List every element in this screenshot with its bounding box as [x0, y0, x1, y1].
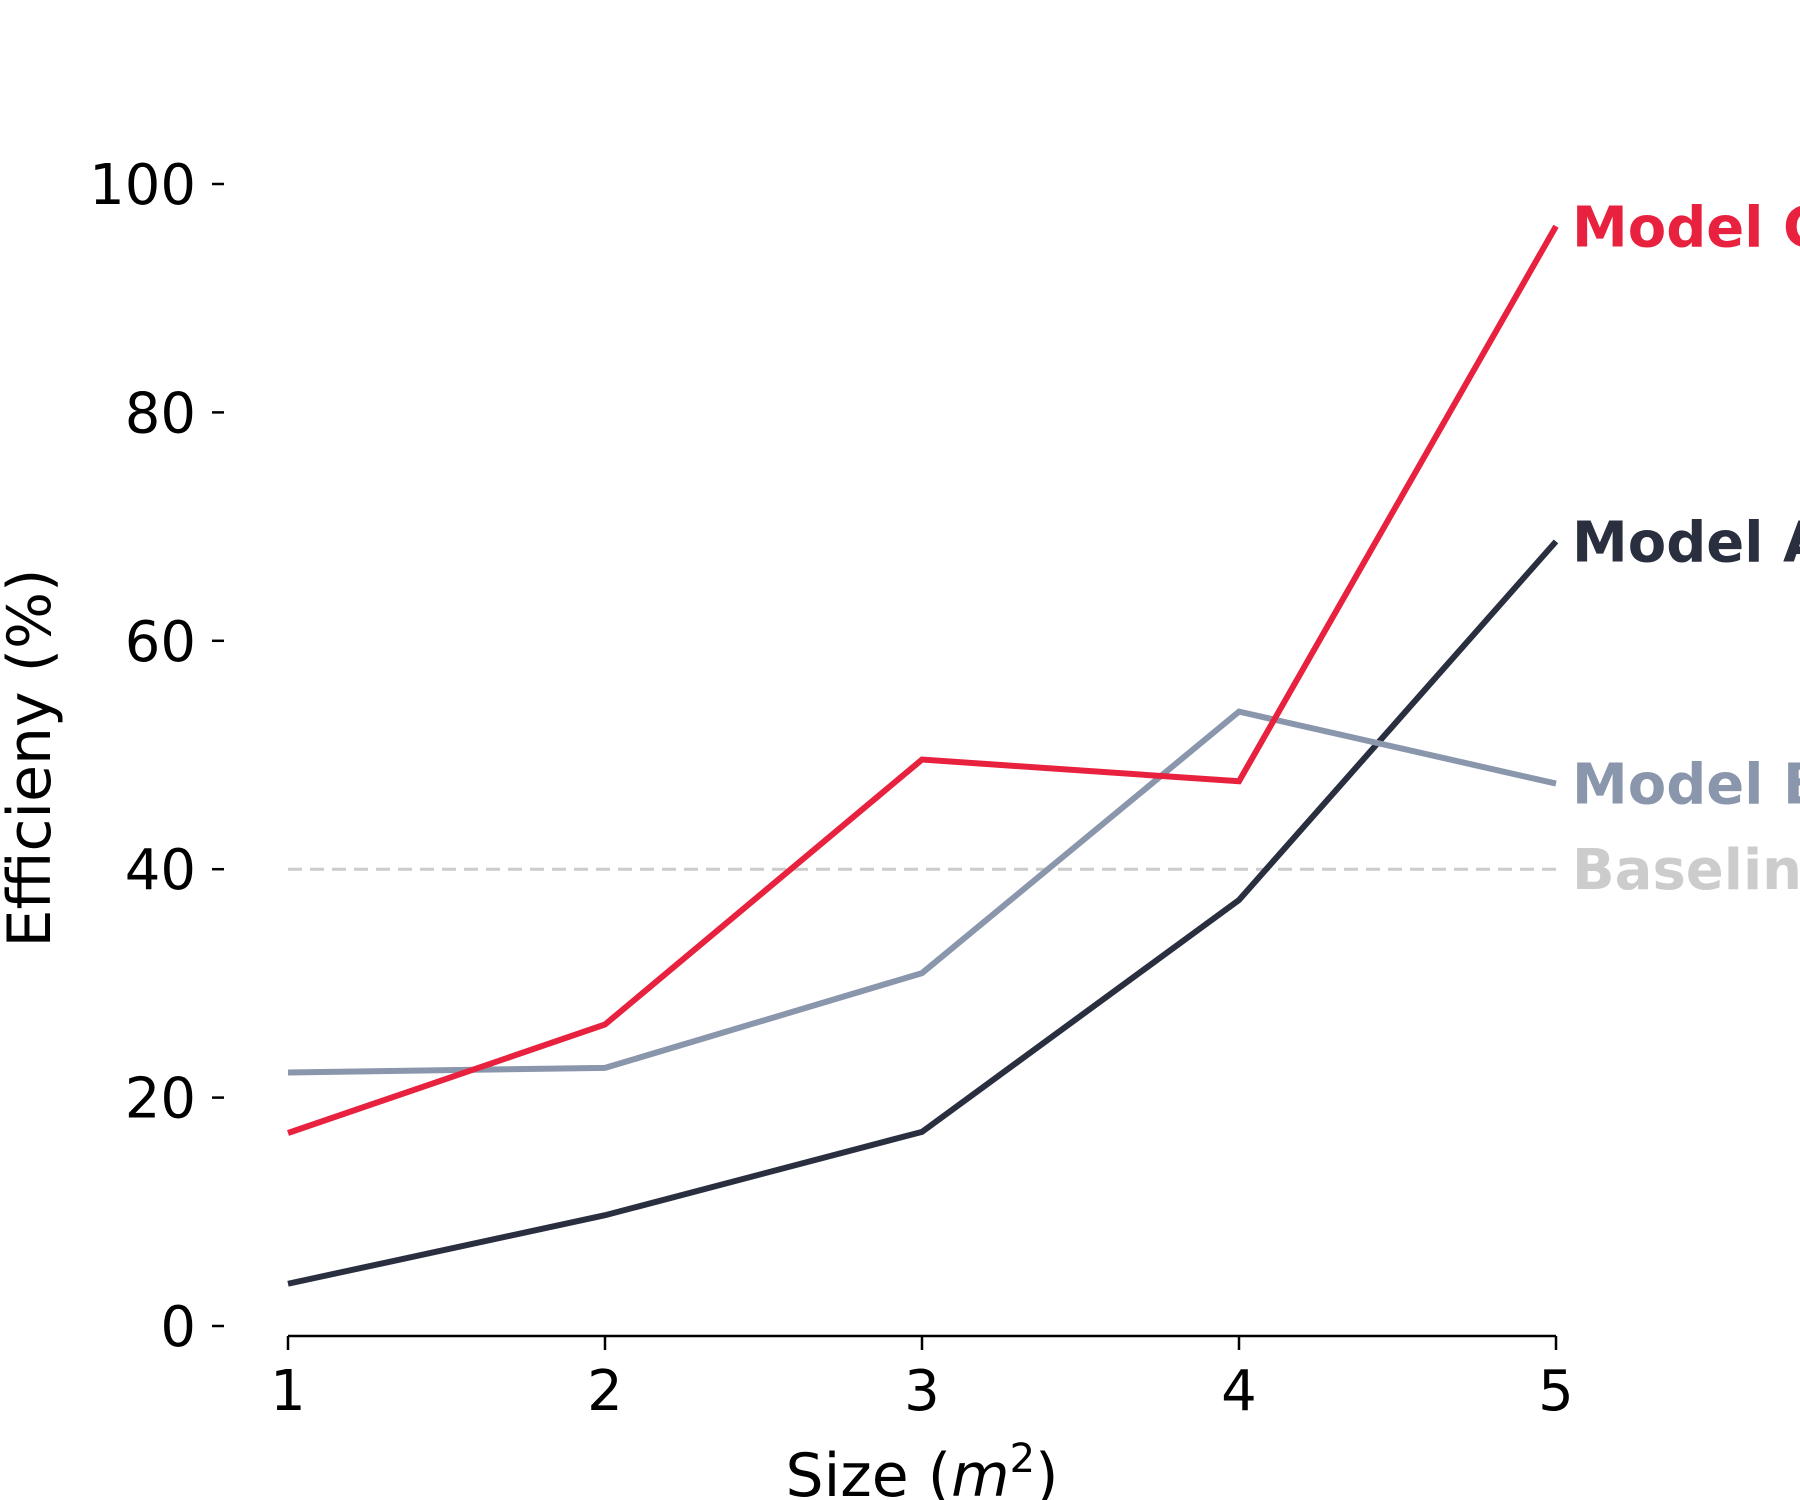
y-tick-label: 20: [125, 1067, 196, 1132]
x-axis-title-close: ): [1035, 1441, 1058, 1500]
y-tick-label: 40: [125, 838, 196, 903]
x-tick-label: 2: [587, 1359, 623, 1424]
axis-layer: 1 2 3 4 5 0 20 40 60 80 100: [89, 153, 1574, 1424]
series-layer: [287, 224, 1559, 1287]
x-axis-title-sup: 2: [1010, 1436, 1035, 1482]
series-line-model-c: [287, 224, 1559, 1136]
series-line-model-b: [287, 708, 1557, 1076]
x-tick-label: 1: [270, 1359, 306, 1424]
x-tick-label: 3: [904, 1359, 940, 1424]
baseline-label: Baseline: [1572, 838, 1800, 903]
x-axis-title-text: Size (: [786, 1441, 952, 1500]
y-tick-label: 60: [125, 610, 196, 675]
series-label-layer: Baseline Model A Model B Model C: [1572, 195, 1800, 903]
series-label-model-a: Model A: [1572, 510, 1800, 575]
y-axis-title: Efficieny (%): [0, 569, 65, 948]
y-tick-label: 80: [125, 381, 196, 446]
series-label-model-b: Model B: [1572, 753, 1800, 818]
x-axis-title-var: m: [951, 1441, 1009, 1500]
x-tick-label: 4: [1221, 1359, 1257, 1424]
series-line-model-a: [287, 539, 1559, 1287]
x-axis-title: Size (m2): [786, 1436, 1059, 1500]
x-tick-label: 5: [1538, 1359, 1574, 1424]
y-tick-label: 0: [160, 1295, 196, 1360]
series-label-model-c: Model C: [1572, 195, 1800, 260]
y-tick-label: 100: [89, 153, 196, 218]
